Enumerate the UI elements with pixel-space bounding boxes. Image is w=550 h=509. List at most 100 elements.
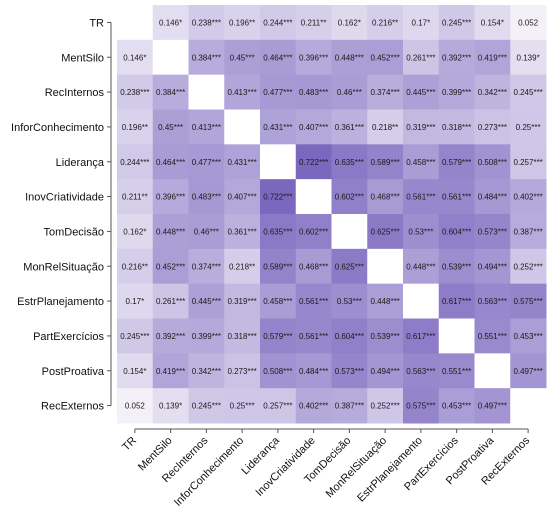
cell-value-label: 0.468*** [370,193,399,202]
cell-value-label: 0.387*** [335,402,364,411]
cell-value-label: 0.575*** [406,402,435,411]
heatmap-cell [152,388,189,424]
heatmap-diagonal-cell [367,248,404,285]
heatmap-cell [117,283,154,319]
heatmap-cell [367,109,404,145]
heatmap-cell [260,5,297,41]
heatmap-cell [224,144,261,180]
cell-value-label: 0.139* [517,53,540,62]
cell-value-label: 0.273*** [478,123,507,132]
heatmap-cell [367,283,404,319]
heatmap-cell [510,179,547,215]
heatmap-cell [510,283,547,319]
y-tick-label: TR [89,17,104,29]
cell-value-label: 0.431*** [227,158,256,167]
cell-value-label: 0.452*** [370,53,399,62]
cell-value-label: 0.273*** [227,367,256,376]
heatmap-cell [331,283,368,319]
heatmap-cell [438,283,475,319]
heatmap-cell [188,318,225,354]
cell-value-label: 0.563*** [406,367,435,376]
cell-value-label: 0.563*** [478,297,507,306]
cell-value-label: 0.46*** [194,227,219,236]
cell-value-label: 0.458*** [406,158,435,167]
cell-value-label: 0.494*** [370,367,399,376]
heatmap-cell [367,353,404,389]
cell-value-label: 0.17* [412,18,431,27]
cell-value-label: 0.573*** [478,227,507,236]
cell-value-label: 0.431*** [263,123,292,132]
cell-value-label: 0.261*** [406,53,435,62]
heatmap-cell [403,5,440,41]
heatmap-cell [438,353,475,389]
heatmap-cell [224,214,261,250]
heatmap-cell [224,248,261,285]
cell-value-label: 0.604*** [335,332,364,341]
x-tick-label: MonRelSituação [324,435,390,501]
cell-value-label: 0.384*** [192,53,221,62]
x-tick-label: InforConhecimento [172,435,246,509]
heatmap-cell [474,144,511,180]
cell-value-label: 0.257*** [513,158,542,167]
cell-value-label: 0.635*** [263,227,292,236]
cell-value-label: 0.625*** [335,262,364,271]
heatmap-cell [117,109,154,145]
cell-value-label: 0.244*** [120,158,149,167]
heatmap-cell [331,74,368,110]
heatmap-cell [117,39,154,76]
cell-value-label: 0.392*** [442,53,471,62]
heatmap-cell [152,318,189,354]
cell-value-label: 0.261*** [156,297,185,306]
cell-value-label: 0.146* [159,18,182,27]
cell-value-label: 0.508*** [478,158,507,167]
heatmap-cell [260,109,297,145]
cell-value-label: 0.211** [122,193,148,202]
heatmap-cells [117,5,547,424]
cell-value-label: 0.494*** [478,262,507,271]
cell-value-label: 0.342*** [478,88,507,97]
heatmap-cell-labels: 0.146* 0.238*** 0.196** 0.244*** 0.211** 0.16… [120,18,543,410]
heatmap-cell [474,109,511,145]
cell-value-label: 0.484*** [478,193,507,202]
cell-value-label: 0.384*** [156,88,185,97]
heatmap-cell [188,39,225,76]
cell-value-label: 0.154* [481,18,504,27]
cell-value-label: 0.561*** [299,332,328,341]
cell-value-label: 0.196** [229,18,255,27]
cell-value-label: 0.625*** [370,227,399,236]
heatmap-diagonal-cell [474,353,511,389]
cell-value-label: 0.218** [372,123,398,132]
cell-value-label: 0.477*** [263,88,292,97]
cell-value-label: 0.361*** [227,227,256,236]
heatmap-cell [260,74,297,110]
cell-value-label: 0.448*** [156,227,185,236]
cell-value-label: 0.617*** [442,297,471,306]
heatmap-cell [117,318,154,354]
cell-value-label: 0.245*** [442,18,471,27]
cell-value-label: 0.396*** [156,193,185,202]
heatmap-cell [403,318,440,354]
y-tick-label: MentSilo [61,52,104,64]
cell-value-label: 0.211** [301,18,327,27]
heatmap-cell [367,179,404,215]
heatmap-diagonal-cell [403,283,440,319]
cell-value-label: 0.407*** [227,193,256,202]
heatmap-cell [224,74,261,110]
heatmap-diagonal-cell [260,144,297,180]
heatmap-cell [438,248,475,285]
cell-value-label: 0.146* [123,53,146,62]
heatmap-cell [331,144,368,180]
cell-value-label: 0.413*** [227,88,256,97]
heatmap-cell [474,248,511,285]
cell-value-label: 0.722*** [263,193,292,202]
heatmap-cell [438,179,475,215]
heatmap-diagonal-cell [295,179,332,215]
heatmap-cell [474,179,511,215]
cell-value-label: 0.445*** [406,88,435,97]
heatmap-cell [510,318,547,354]
heatmap-cell [438,5,475,41]
heatmap-cell [188,109,225,145]
heatmap-cell [438,74,475,110]
heatmap-cell [331,5,368,41]
cell-value-label: 0.318*** [227,332,256,341]
